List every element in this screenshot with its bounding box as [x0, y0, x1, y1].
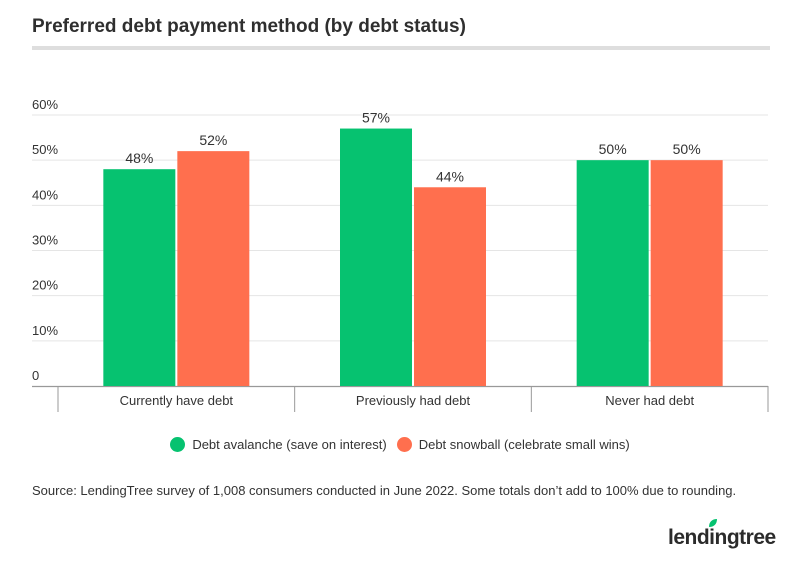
bar: [340, 128, 412, 387]
y-tick-label: 60%: [32, 97, 58, 112]
x-tick-label: Never had debt: [605, 393, 694, 408]
data-label: 48%: [125, 150, 153, 166]
x-tick-label: Previously had debt: [356, 393, 471, 408]
data-label: 57%: [362, 110, 390, 126]
lendingtree-logo[interactable]: lendingtree: [668, 518, 776, 552]
data-label: 52%: [199, 132, 227, 148]
y-tick-label: 40%: [32, 187, 58, 202]
chart-legend: Debt avalanche (save on interest) Debt s…: [0, 437, 800, 452]
y-tick-label: 30%: [32, 233, 58, 248]
y-tick-label: 0: [32, 368, 39, 383]
data-label: 44%: [436, 168, 464, 184]
title-divider: [32, 46, 770, 50]
bar: [576, 160, 649, 386]
bar: [650, 160, 723, 386]
source-note: Source: LendingTree survey of 1,008 cons…: [32, 483, 737, 498]
bar: [414, 187, 486, 386]
legend-swatch-avalanche: [170, 437, 186, 452]
y-tick-label: 10%: [32, 323, 58, 338]
data-label: 50%: [673, 141, 701, 157]
logo-text: lendingtree: [668, 526, 776, 549]
chart-title: Preferred debt payment method (by debt s…: [32, 16, 466, 37]
bar: [103, 169, 176, 386]
y-tick-label: 50%: [32, 142, 58, 157]
x-tick-label: Currently have debt: [120, 393, 234, 408]
y-tick-label: 20%: [32, 278, 58, 293]
legend-swatch-snowball: [396, 437, 412, 452]
leaf-icon: [709, 519, 717, 527]
legend-item-avalanche: Debt avalanche (save on interest): [170, 437, 387, 452]
legend-label-snowball: Debt snowball (celebrate small wins): [418, 437, 630, 452]
bar: [177, 151, 250, 386]
legend-item-snowball: Debt snowball (celebrate small wins): [396, 437, 630, 452]
data-label: 50%: [599, 141, 627, 157]
legend-label-avalanche: Debt avalanche (save on interest): [192, 437, 387, 452]
bar-chart: 0 10% 20% 30% 40% 50% 60% Currently have debt 48…: [32, 97, 769, 412]
